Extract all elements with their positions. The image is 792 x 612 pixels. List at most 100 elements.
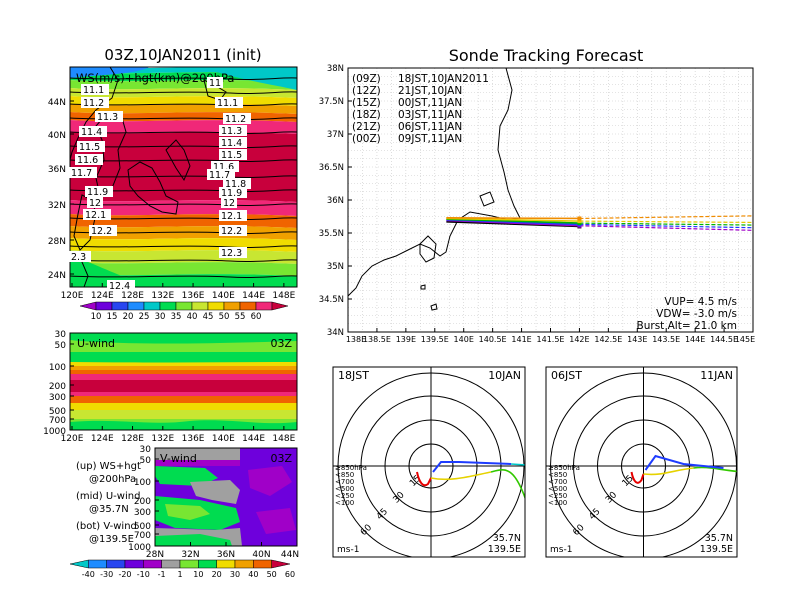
- x-tick-label: 141E: [511, 335, 531, 344]
- x-tick-label: 139E: [396, 335, 416, 344]
- hgt-label: 11.7: [71, 168, 92, 179]
- track-line: [446, 217, 580, 222]
- legend-time-jst: 09JST,11JAN: [398, 133, 462, 145]
- colorbar-label: 30: [230, 570, 240, 579]
- colorbar-label: 20: [212, 570, 222, 579]
- y-tick-label: 1000: [128, 543, 151, 553]
- pressure-level-label: <250: [548, 492, 567, 500]
- legend-line-3: (mid) U-wind: [76, 491, 140, 502]
- hgt-label-bg: [223, 178, 251, 189]
- hodo-unit: ms-1: [337, 545, 359, 555]
- x-tick-label: 132E: [151, 434, 174, 444]
- hgt-label: 12.2: [221, 226, 242, 237]
- colorbar-label: 55: [235, 312, 246, 322]
- colorbar-label: 25: [139, 312, 150, 322]
- x-tick-label: 120E: [61, 434, 84, 444]
- hgt-label: 11.6: [213, 162, 234, 173]
- colorbar-label: -1: [158, 570, 166, 579]
- colorbar-swatch: [111, 301, 129, 311]
- colorbar-swatch: [223, 301, 241, 311]
- ws-band: [70, 250, 297, 264]
- colorbar-swatch: [79, 301, 97, 311]
- hgt-contour: [70, 275, 297, 279]
- vup-text: VUP= 4.5 m/s: [664, 296, 737, 308]
- hgt-label-bg: [207, 77, 223, 88]
- colorbar-label: -30: [100, 570, 113, 579]
- x-tick-label: 144E: [242, 291, 265, 301]
- legend-time-jst: 18JST,10JAN2011: [398, 73, 489, 85]
- hgt-label: 12: [89, 198, 101, 209]
- pressure-level-label: <850: [335, 471, 354, 479]
- colorbar-label: 10: [193, 570, 203, 579]
- hgt-label: 12.2: [91, 226, 112, 237]
- legend-time-utc: (21Z): [352, 121, 381, 133]
- legend-time-jst: 03JST,11JAN: [398, 109, 462, 121]
- colorbar-label: 45: [203, 312, 214, 322]
- x-tick-label: 144E: [242, 434, 265, 444]
- colorbar-swatch: [143, 301, 161, 311]
- x-tick-label: 144E: [685, 335, 705, 344]
- ws-band: [70, 255, 150, 287]
- hodo-lat: 35.7N: [705, 533, 733, 544]
- ws-x-axis: 120E 124E 128E 132E 136E 140E 144E 148E: [61, 283, 296, 301]
- colorbar-label: 20: [123, 312, 134, 322]
- track-line: [579, 225, 753, 231]
- colorbar-label: -10: [137, 570, 150, 579]
- x-tick-label: 140E: [212, 434, 235, 444]
- hgt-contour: [70, 203, 297, 207]
- hgt-label-bg: [87, 197, 103, 208]
- legend-time-utc: (00Z): [352, 133, 381, 145]
- ring-label: 15: [621, 474, 636, 489]
- colorbar-label: 15: [107, 312, 118, 322]
- x-tick-label: 139.5E: [421, 335, 449, 344]
- colorbar-label: -40: [82, 570, 95, 579]
- ws-band: [200, 67, 297, 90]
- hgt-label-bg: [69, 167, 97, 178]
- legend-time-utc: (12Z): [352, 85, 381, 97]
- legend-time-jst: 06JST,11JAN: [398, 121, 462, 133]
- hgt-label-bg: [219, 225, 247, 236]
- hodo-time: 06JST: [551, 369, 582, 382]
- y-tick-label: 700: [134, 531, 151, 541]
- label-bg: [480, 368, 524, 382]
- hgt-label: 11.8: [225, 179, 246, 190]
- hgt-label: 11.4: [221, 138, 242, 149]
- pressure-level-label: <100: [335, 499, 354, 507]
- track-line: [579, 222, 753, 226]
- panel-legend: (up) WS+hgt @200hPa (mid) U-wind @35.7N …: [76, 461, 141, 545]
- colorbar-swatch: [234, 559, 254, 569]
- track-title: Sonde Tracking Forecast: [449, 46, 644, 65]
- hgt-label-bg: [75, 154, 103, 165]
- hgt-contour: [70, 259, 297, 263]
- colorbar-swatch: [88, 559, 107, 569]
- ws-hgt-panel: 03Z,10JAN2011 (init) WS(m/s)+hgt(km)@200…: [48, 46, 298, 322]
- pressure-level-label: <500: [335, 485, 354, 493]
- japan-coastline: [70, 67, 227, 287]
- x-tick-label: 145E: [735, 335, 755, 344]
- y-tick-label: 200: [134, 497, 151, 507]
- track-panel: Sonde Tracking Forecast 38N 37.5N 37N 36.5N…: [319, 46, 755, 344]
- colorbar-swatch: [161, 559, 181, 569]
- legend-time-utc: (09Z): [352, 73, 381, 85]
- hgt-label: 11.5: [221, 150, 242, 161]
- y-tick-label: 50: [140, 456, 152, 466]
- hgt-label-bg: [79, 126, 107, 137]
- hgt-contour-labels: 1111.111.111.211.211.311.311.411.411.511…: [69, 77, 251, 292]
- legend-line-1: (up) WS+hgt: [76, 461, 141, 472]
- y-tick-label: 34.5N: [319, 295, 344, 305]
- y-tick-label: 100: [49, 363, 66, 373]
- hgt-label-bg: [85, 186, 113, 197]
- u-wind-label: U-wind: [77, 337, 115, 350]
- hodo-lat: 35.7N: [493, 533, 521, 544]
- hodo-date: 11JAN: [700, 369, 733, 382]
- y-tick-label: 100: [134, 478, 151, 488]
- y-tick-label: 500: [49, 407, 66, 417]
- colorbar-label: 60: [285, 570, 295, 579]
- sonde-tracks: [446, 215, 753, 231]
- x-tick-label: 140E: [212, 291, 235, 301]
- ring-label: 60: [571, 523, 586, 538]
